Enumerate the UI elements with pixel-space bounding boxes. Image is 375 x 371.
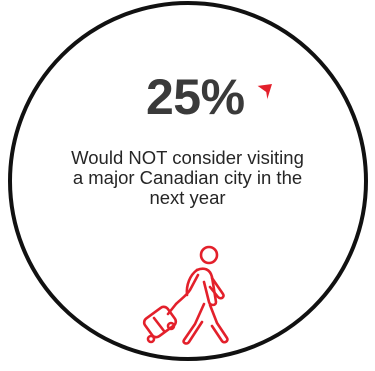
- stat-value: 25%: [146, 69, 245, 125]
- traveler-with-suitcase-icon: [142, 245, 229, 345]
- stat-row: 25%: [0, 62, 375, 132]
- statement-text: Would NOT consider visiting a major Cana…: [71, 147, 304, 208]
- circle-frame: [8, 1, 368, 361]
- down-arrow-icon: [256, 84, 272, 101]
